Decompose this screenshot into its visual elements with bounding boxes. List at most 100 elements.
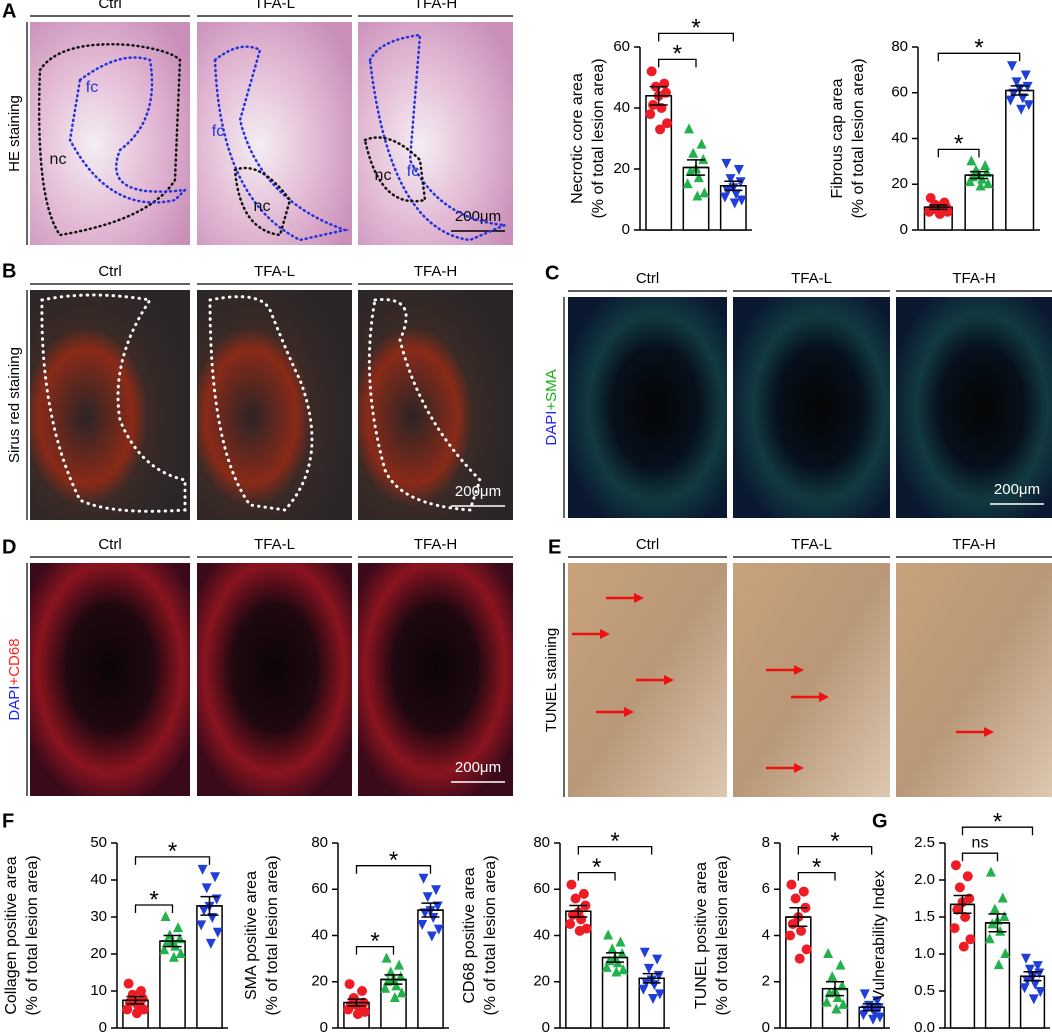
y-axis-label: SMA positive area xyxy=(243,871,260,1000)
y-tick-label: 0 xyxy=(762,1019,770,1034)
data-point xyxy=(394,959,405,970)
significance-bracket xyxy=(355,945,395,955)
panel-label: G xyxy=(872,810,888,832)
data-point xyxy=(1023,100,1034,111)
side-label: HE staining xyxy=(6,95,23,172)
y-tick-label: 30 xyxy=(90,908,107,925)
arrow-head xyxy=(600,629,610,639)
y-axis-label: (% of total lesion area) xyxy=(24,855,41,1015)
y-tick-label: 0.5 xyxy=(914,982,935,999)
arrow-head xyxy=(794,763,804,773)
data-point xyxy=(662,118,673,129)
significance-bracket xyxy=(577,845,653,855)
arrow-head xyxy=(984,727,994,737)
panel-label: D xyxy=(2,536,16,558)
data-point xyxy=(422,892,433,903)
data-point xyxy=(201,883,212,894)
y-tick-label: 1.0 xyxy=(914,945,935,962)
micrograph xyxy=(568,297,727,518)
data-point xyxy=(838,998,849,1009)
column-label: Ctrl xyxy=(98,263,121,280)
column-label: TFA-L xyxy=(254,536,295,553)
data-point xyxy=(352,1009,363,1020)
micrograph xyxy=(896,297,1052,518)
significance-label: * xyxy=(974,35,983,62)
column-label: TFA-L xyxy=(254,0,295,12)
data-point xyxy=(212,927,223,938)
data-point xyxy=(395,971,406,982)
y-tick-label: 0 xyxy=(900,221,908,238)
data-point xyxy=(648,993,659,1004)
data-point xyxy=(611,966,622,977)
column-label: TFA-H xyxy=(414,536,457,553)
scale-bar-label: 200μm xyxy=(994,481,1040,498)
data-point xyxy=(832,991,843,1002)
region-label: nc xyxy=(375,167,392,184)
data-point xyxy=(823,948,834,958)
data-point xyxy=(1030,979,1041,990)
data-point xyxy=(433,924,444,935)
data-point xyxy=(964,175,975,186)
data-point xyxy=(601,961,612,972)
data-point xyxy=(1034,968,1045,979)
data-point xyxy=(858,1010,869,1021)
data-point xyxy=(798,886,809,897)
data-point xyxy=(975,180,986,191)
data-point xyxy=(934,208,945,219)
data-point xyxy=(731,189,742,200)
y-tick-label: 20 xyxy=(891,175,908,192)
panel-label: C xyxy=(545,262,559,284)
y-tick-label: 0 xyxy=(99,1019,107,1034)
data-point xyxy=(997,892,1008,903)
y-tick-label: 0 xyxy=(542,1019,550,1034)
region-label: nc xyxy=(254,198,271,215)
y-axis-label: (% of total lesion area) xyxy=(482,855,499,1015)
data-point xyxy=(389,991,400,1002)
significance-label: * xyxy=(812,854,821,881)
data-point xyxy=(639,947,650,958)
data-point xyxy=(344,979,355,990)
data-point xyxy=(645,109,656,120)
data-point xyxy=(954,882,965,893)
data-point xyxy=(692,190,703,201)
data-point xyxy=(980,159,991,170)
y-tick-label: 60 xyxy=(613,38,630,55)
data-point xyxy=(603,929,614,940)
arrow-head xyxy=(819,692,829,702)
y-tick-label: 20 xyxy=(90,945,107,962)
y-axis-label: (% of total lesion area) xyxy=(590,58,607,218)
data-point xyxy=(607,943,618,954)
y-axis-label: (% of total lesion area) xyxy=(264,855,281,1015)
y-axis-label: Vulnerability Index xyxy=(871,870,888,1000)
data-point xyxy=(699,187,710,198)
data-point xyxy=(417,919,428,930)
y-tick-label: 2.0 xyxy=(914,871,935,888)
data-point xyxy=(801,944,812,955)
y-tick-label: 80 xyxy=(533,834,550,851)
significance-label: * xyxy=(830,828,839,855)
region-outline xyxy=(368,33,506,242)
data-point xyxy=(654,989,665,1000)
data-point xyxy=(685,166,696,177)
panel-label: F xyxy=(2,810,14,832)
micrograph xyxy=(30,290,190,520)
significance-label: ns xyxy=(972,834,989,851)
side-label-part: +CD68 xyxy=(6,638,23,685)
data-point xyxy=(872,996,883,1007)
data-point xyxy=(682,178,693,189)
significance-label: * xyxy=(993,809,1002,836)
data-point xyxy=(1035,987,1046,997)
y-tick-label: 40 xyxy=(891,129,908,146)
column-label: Ctrl xyxy=(98,0,121,12)
y-axis-label: (% of total lesion area) xyxy=(714,855,731,1015)
data-point xyxy=(985,866,996,877)
data-point xyxy=(173,922,184,933)
data-point xyxy=(196,920,207,931)
data-point xyxy=(790,893,801,904)
data-point xyxy=(962,871,973,882)
significance-bracket xyxy=(937,52,1021,62)
micrograph xyxy=(197,22,352,245)
y-tick-label: 4 xyxy=(762,926,770,943)
data-point xyxy=(123,978,134,989)
side-label: Sirus red staining xyxy=(6,347,23,463)
